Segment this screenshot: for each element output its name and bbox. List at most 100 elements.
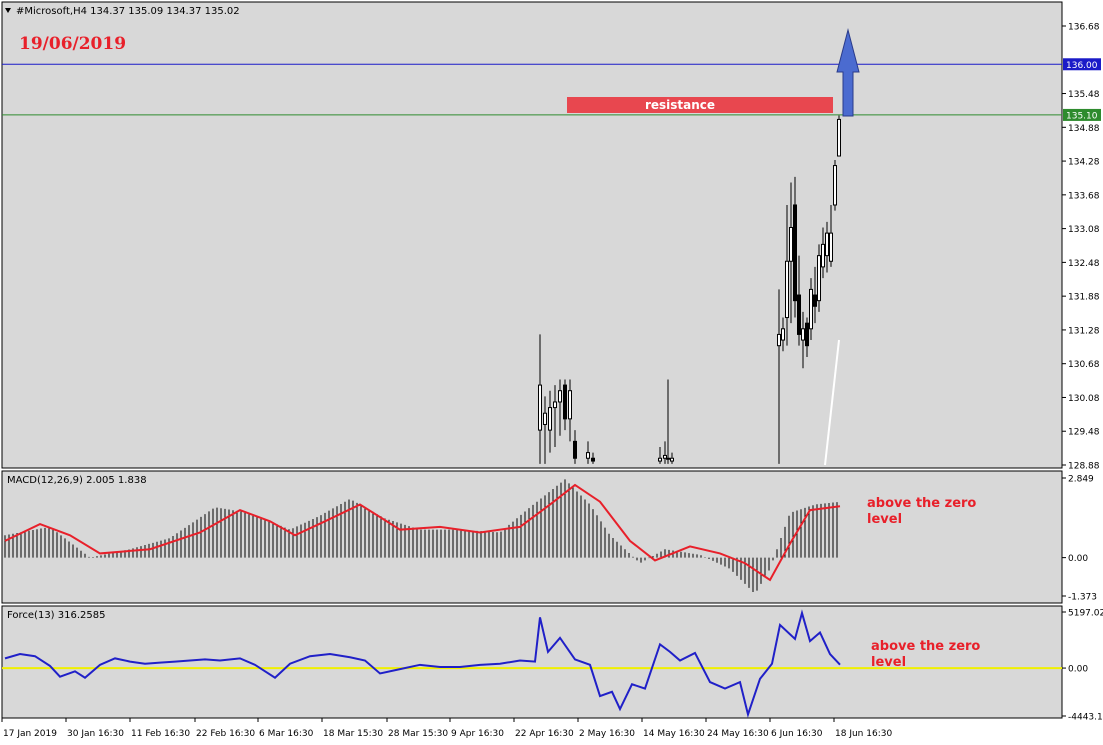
candle <box>538 334 542 464</box>
force-note: above the zero level <box>871 639 985 670</box>
trend-line <box>824 339 840 466</box>
candle <box>586 441 590 464</box>
candle-body <box>573 440 577 459</box>
price-tag-label: 136.00 <box>1066 61 1098 71</box>
force-note-line-2: level <box>871 655 906 670</box>
candle-body <box>825 232 829 257</box>
macd-tick-label: 0.00 <box>1068 554 1088 564</box>
price-tick-label: 130.68 <box>1068 360 1100 370</box>
price-tick-label: 133.08 <box>1068 225 1100 235</box>
force-axis: 5197.021 0.00 -4443.18 <box>1062 609 1103 723</box>
candle-body <box>833 165 837 206</box>
macd-axis: 2.849 0.00 -1.373 <box>1062 475 1097 603</box>
candle-body <box>777 333 781 347</box>
time-tick-label: 18 Jun 16:30 <box>835 729 892 739</box>
candle-body <box>563 384 567 420</box>
force-tick-label: 0.00 <box>1068 665 1088 675</box>
price-pane <box>2 2 1062 468</box>
macd-tick-label: -1.373 <box>1068 593 1097 603</box>
force-note-line-1: above the zero <box>871 639 980 654</box>
date-annotation: 19/06/2019 <box>19 34 126 54</box>
candle-body <box>785 260 789 319</box>
symbol-line: #Microsoft,H4 134.37 135.09 134.37 135.0… <box>16 6 240 17</box>
time-tick-label: 11 Feb 16:30 <box>131 729 190 739</box>
price-tick-label: 132.48 <box>1068 259 1100 269</box>
candle-body <box>666 457 670 460</box>
candle-body <box>789 226 793 262</box>
candle-body <box>821 243 825 268</box>
candle-body <box>658 457 662 462</box>
candle <box>837 115 841 157</box>
resistance-box <box>567 97 833 113</box>
candle-body <box>558 390 562 403</box>
candle <box>553 385 557 447</box>
candle-body <box>801 328 805 341</box>
price-tick-label: 135.48 <box>1068 90 1100 100</box>
price-axis: 136.68 136.00 135.48 135.10 134.88 134.28 133.… <box>1062 23 1101 472</box>
candle-body <box>538 384 542 431</box>
price-tick-label: 134.88 <box>1068 124 1100 134</box>
chevron-down-icon[interactable] <box>5 8 11 13</box>
candle-body <box>793 204 797 302</box>
candle <box>558 379 562 436</box>
candle <box>548 390 552 453</box>
candle-body <box>568 390 572 420</box>
candle <box>573 430 577 464</box>
price-tick-label: 128.88 <box>1068 462 1100 472</box>
candle <box>781 317 785 352</box>
candle-body <box>663 454 667 459</box>
time-tick-label: 30 Jan 16:30 <box>67 729 124 739</box>
price-tick-label: 131.88 <box>1068 293 1100 303</box>
price-levels <box>2 63 1062 116</box>
candle <box>789 182 793 324</box>
time-tick-label: 22 Apr 16:30 <box>515 729 574 739</box>
candle-body <box>543 412 547 425</box>
candle <box>825 221 829 273</box>
candle <box>801 311 805 369</box>
candle <box>817 244 821 312</box>
candle-body <box>670 457 674 462</box>
candle <box>829 204 833 267</box>
candle <box>663 441 667 464</box>
force-tick-label: -4443.18 <box>1068 713 1103 723</box>
chart-header: #Microsoft,H4 134.37 135.09 134.37 135.0… <box>5 6 240 17</box>
macd-note: above the zero level <box>867 496 981 527</box>
price-tick-label: 136.68 <box>1068 23 1100 33</box>
price-tag <box>1063 58 1101 71</box>
candle-body <box>548 407 552 431</box>
time-tick-label: 2 May 16:30 <box>579 729 635 739</box>
force-tick-label: 5197.021 <box>1068 609 1103 619</box>
force-title: Force(13) 316.2585 <box>7 610 105 621</box>
time-tick-label: 24 May 16:30 <box>707 729 769 739</box>
candle-body <box>797 294 801 335</box>
time-axis: 17 Jan 2019 30 Jan 16:30 11 Feb 16:30 22 Fe… <box>1 718 892 739</box>
time-tick-label: 28 Mar 15:30 <box>388 729 448 739</box>
time-tick-label: 6 Mar 16:30 <box>259 729 314 739</box>
time-tick-label: 9 Apr 16:30 <box>451 729 504 739</box>
macd-pane-border <box>1 470 1063 604</box>
time-tick-label: 17 Jan 2019 <box>3 729 57 739</box>
candle-body <box>553 401 557 409</box>
price-pane-border <box>1 1 1063 469</box>
time-tick-label: 18 Mar 15:30 <box>323 729 383 739</box>
candle <box>793 176 797 318</box>
candle <box>797 255 801 346</box>
candle <box>543 396 547 464</box>
macd-tick-label: 2.849 <box>1068 475 1094 485</box>
candle <box>809 278 813 341</box>
time-tick-label: 6 Jun 16:30 <box>771 729 823 739</box>
candle-body <box>813 294 817 307</box>
candle-body <box>805 322 809 347</box>
up-arrow-icon <box>836 28 860 117</box>
candle-body <box>817 255 821 302</box>
price-tick-label: 130.08 <box>1068 394 1100 404</box>
candle-body <box>809 288 813 330</box>
candlesticks <box>538 115 841 464</box>
time-tick-label: 14 May 16:30 <box>643 729 705 739</box>
candle-body <box>781 328 785 341</box>
macd-note-line-2: level <box>867 512 902 527</box>
candle <box>821 227 825 279</box>
macd-note-line-1: above the zero <box>867 496 976 511</box>
force-pane-border <box>1 605 1063 719</box>
